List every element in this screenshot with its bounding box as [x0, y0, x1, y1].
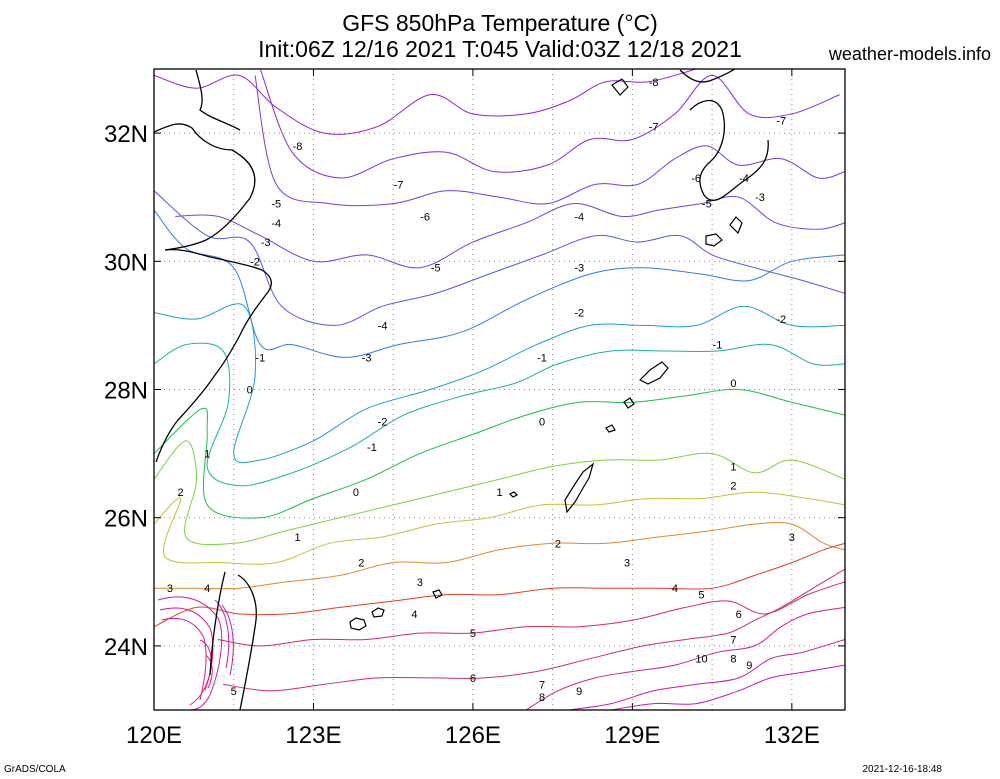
contour-line	[259, 69, 840, 179]
contour-label: 3	[167, 583, 173, 595]
taiwan-contour-cluster	[157, 596, 234, 710]
lon-tick-label: 123E	[285, 722, 341, 749]
contour-label: -8	[649, 77, 659, 89]
contour-label: -2	[378, 417, 388, 429]
contour-line	[154, 303, 845, 464]
contour-label: -4	[378, 320, 388, 332]
contour-label: 6	[470, 673, 476, 685]
lat-lon-grid	[154, 69, 845, 710]
contour-label: -2	[776, 314, 786, 326]
contour-label: 1	[496, 487, 502, 499]
lon-tick-label: 120E	[126, 722, 182, 749]
lat-tick-label: 24N	[104, 634, 148, 661]
coastlines	[154, 69, 769, 710]
contour-label: 1	[294, 532, 300, 544]
contour-label: 0	[730, 378, 736, 390]
contour-label: 0	[353, 487, 359, 499]
footer-software-credit: GrADS/COLA	[4, 764, 66, 775]
contour-label: 3	[624, 558, 630, 570]
lon-tick-label: 126E	[445, 722, 501, 749]
contour-line	[154, 69, 697, 135]
site-credit: weather-models.info	[828, 44, 991, 64]
contour-label: 1	[204, 449, 210, 461]
contour-label: -5	[271, 199, 281, 211]
contour-line	[154, 388, 845, 519]
contour-label: -6	[691, 173, 701, 185]
contour-label: -4	[574, 211, 584, 223]
contour-label: -3	[261, 237, 271, 249]
contour-label: 4	[411, 609, 417, 621]
contour-label: 2	[358, 558, 364, 570]
contour-label: -2	[574, 308, 584, 320]
contour-label: 4	[204, 583, 210, 595]
contour-label: 4	[672, 583, 678, 595]
contour-label: -1	[713, 340, 723, 352]
contour-label: 2	[730, 481, 736, 493]
contour-line	[525, 606, 845, 710]
contour-label: 3	[789, 532, 795, 544]
contour-label: 2	[178, 487, 184, 499]
contour-label: 5	[698, 590, 704, 602]
contour-label: -1	[537, 352, 547, 364]
contour-label: 7	[730, 634, 736, 646]
contour-label: -2	[250, 256, 260, 268]
contour-label: 1	[730, 461, 736, 473]
map-title: GFS 850hPa Temperature (°C)	[342, 10, 658, 36]
contour-line	[175, 195, 845, 269]
contour-label: -7	[776, 115, 786, 127]
contour-line	[154, 342, 845, 487]
contour-label: 2	[555, 538, 561, 550]
contour-label: 8	[730, 654, 736, 666]
contour-label: 0	[539, 417, 545, 429]
contour-line	[154, 491, 845, 565]
lat-tick-label: 26N	[104, 506, 148, 533]
contour-label: -8	[293, 141, 303, 153]
footer-timestamp: 2021-12-16-18:48	[862, 764, 942, 775]
contour-label: 5	[231, 686, 237, 698]
contour-label: -5	[431, 263, 441, 275]
contour-label: -4	[271, 218, 281, 230]
contour-label: -7	[649, 122, 659, 134]
map-subtitle: Init:06Z 12/16 2021 T:045 Valid:03Z 12/1…	[258, 36, 742, 62]
contour-line	[154, 521, 845, 590]
contour-label: -5	[702, 199, 712, 211]
temperature-contours	[154, 69, 845, 710]
contour-label: 9	[576, 686, 582, 698]
contour-line	[154, 542, 845, 628]
contour-label: -3	[574, 263, 584, 275]
contour-label: 0	[247, 385, 253, 397]
contour-label: 3	[417, 577, 423, 589]
contour-label: 6	[736, 609, 742, 621]
contour-label: 7	[539, 679, 545, 691]
axis-ticks: 120E 123E 126E 129E 132E 24N 26N 28N 30N 32N	[104, 69, 845, 749]
contour-label: 8	[539, 692, 545, 704]
contour-label: -1	[367, 442, 377, 454]
contour-label: -7	[394, 179, 404, 191]
contour-label: 10	[695, 654, 707, 666]
contour-label: 9	[746, 660, 752, 672]
lon-tick-label: 129E	[604, 722, 660, 749]
lon-tick-label: 132E	[764, 722, 820, 749]
contour-value-labels: -8-8-7-7-7-6-6-5-5-5-4-4-4-4-3-3-3-3-2-2…	[167, 77, 795, 704]
lat-tick-label: 32N	[104, 121, 148, 148]
contour-line	[254, 75, 845, 207]
contour-line	[217, 581, 845, 647]
contour-line	[154, 209, 845, 358]
contour-label: -3	[362, 352, 372, 364]
lat-tick-label: 28N	[104, 378, 148, 405]
lat-tick-label: 30N	[104, 249, 148, 276]
contour-label: -6	[420, 211, 430, 223]
contour-label: -1	[255, 352, 265, 364]
contour-line	[154, 440, 845, 546]
contour-line	[154, 190, 845, 326]
contour-line	[223, 568, 845, 692]
contour-label: 5	[470, 628, 476, 640]
contour-line	[611, 664, 845, 710]
contour-line	[568, 639, 845, 710]
contour-label: -4	[739, 173, 749, 185]
contour-label: -3	[755, 192, 765, 204]
